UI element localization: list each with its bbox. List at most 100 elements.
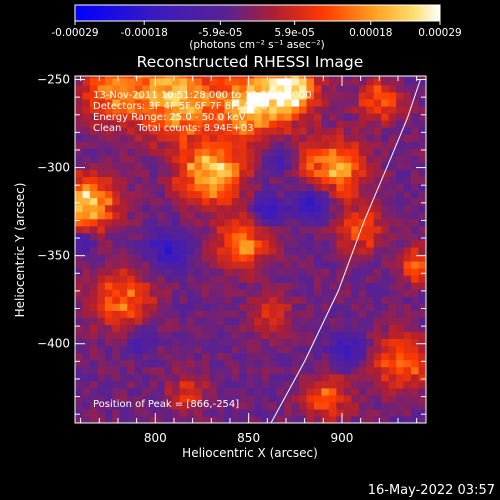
heatmap-cell [104, 380, 113, 389]
heatmap-cell [157, 105, 166, 114]
heatmap-cell [127, 190, 136, 199]
heatmap-cell [321, 303, 330, 311]
heatmap-cell [313, 260, 323, 269]
colorbar-tick-label: 0.00029 [418, 27, 461, 39]
heatmap-cell [418, 310, 426, 318]
heatmap-cell [187, 331, 196, 340]
heatmap-cell [82, 169, 91, 178]
heatmap-cell [343, 303, 352, 311]
heatmap-cell [194, 366, 203, 375]
heatmap-cell [411, 317, 420, 325]
heatmap-cell [75, 246, 84, 255]
heatmap-cell [269, 141, 278, 149]
heatmap-cell [328, 324, 337, 333]
heatmap-cell [396, 260, 405, 269]
heatmap-cell [388, 197, 397, 206]
heatmap-cell [299, 373, 308, 382]
heatmap-cell [418, 380, 426, 389]
heatmap-cell [134, 155, 143, 163]
heatmap-cell [142, 282, 151, 290]
heatmap-cell [261, 155, 270, 163]
heatmap-cell [299, 218, 308, 227]
heatmap-cell [239, 331, 248, 340]
heatmap-cell [261, 289, 270, 297]
heatmap-cell [127, 183, 136, 192]
heatmap-cell [343, 239, 352, 248]
heatmap-cell [313, 380, 323, 389]
heatmap-cell [358, 267, 367, 276]
x-axis: 800 850 900 [80, 76, 418, 445]
heatmap-cell [269, 282, 278, 290]
heatmap-cell [75, 338, 84, 347]
heatmap-cell [194, 84, 203, 93]
heatmap-cell [388, 91, 397, 100]
heatmap-cell [411, 77, 420, 86]
heatmap-cell [164, 401, 173, 410]
heatmap-cell [366, 127, 375, 135]
heatmap-cell [411, 225, 420, 234]
heatmap-cell [321, 338, 330, 347]
heatmap-cell [366, 387, 375, 396]
heatmap-cell [112, 84, 121, 93]
heatmap-cell [343, 415, 352, 423]
heatmap-cell [373, 275, 382, 283]
heatmap-cell [82, 260, 91, 269]
heatmap-cell [299, 204, 308, 213]
heatmap-cell [313, 331, 323, 340]
heatmap-cell [388, 134, 397, 142]
heatmap-cell [89, 162, 99, 170]
heatmap-cell [313, 317, 323, 325]
heatmap-cell [216, 401, 225, 410]
heatmap-cell [396, 76, 405, 79]
heatmap-cell [276, 303, 285, 311]
heatmap-cell [284, 155, 293, 163]
heatmap-cell [89, 211, 99, 220]
heatmap-cell [142, 134, 151, 142]
heatmap-cell [313, 401, 323, 410]
heatmap-cell [134, 296, 143, 304]
heatmap-cell [343, 387, 352, 396]
heatmap-cell [269, 120, 278, 128]
heatmap-cell [299, 148, 308, 156]
heatmap-cell [276, 183, 285, 192]
heatmap-cell [306, 373, 315, 382]
heatmap-cell [343, 76, 352, 79]
heatmap-cell [381, 310, 390, 318]
heatmap-cell [411, 246, 420, 255]
heatmap-cell [231, 77, 240, 86]
heatmap-cell [134, 76, 143, 79]
heatmap-cell [284, 218, 293, 227]
heatmap-cell [358, 148, 367, 156]
heatmap-cell [134, 91, 143, 100]
heatmap-cell [306, 380, 315, 389]
heatmap-cell [75, 253, 84, 262]
heatmap-cell [239, 120, 248, 128]
heatmap-cell [97, 282, 106, 290]
heatmap-cell [224, 373, 233, 382]
heatmap-cell [179, 218, 188, 227]
heatmap-cell [119, 197, 128, 206]
heatmap-cell [89, 169, 99, 178]
heatmap-cell [321, 218, 330, 227]
heatmap-cell [134, 331, 143, 340]
heatmap-cell [366, 148, 375, 156]
heatmap-cell [172, 359, 181, 368]
heatmap-cell [276, 211, 285, 220]
heatmap-cell [396, 373, 405, 382]
heatmap-cell [187, 141, 196, 149]
heatmap-cell [291, 190, 300, 199]
heatmap-cell [127, 105, 136, 114]
heatmap-cell [104, 401, 113, 410]
heatmap-cell [343, 183, 352, 192]
heatmap-cell [127, 141, 136, 149]
heatmap-cell [194, 387, 203, 396]
heatmap-cell [418, 120, 426, 128]
heatmap-cell [321, 267, 330, 276]
heatmap-cell [164, 225, 173, 234]
heatmap-cell [358, 310, 367, 318]
heatmap-cell [201, 267, 211, 276]
heatmap-cell [358, 317, 367, 325]
heatmap-cell [396, 91, 405, 100]
heatmap-cell [209, 190, 218, 199]
heatmap-cell [246, 324, 255, 333]
